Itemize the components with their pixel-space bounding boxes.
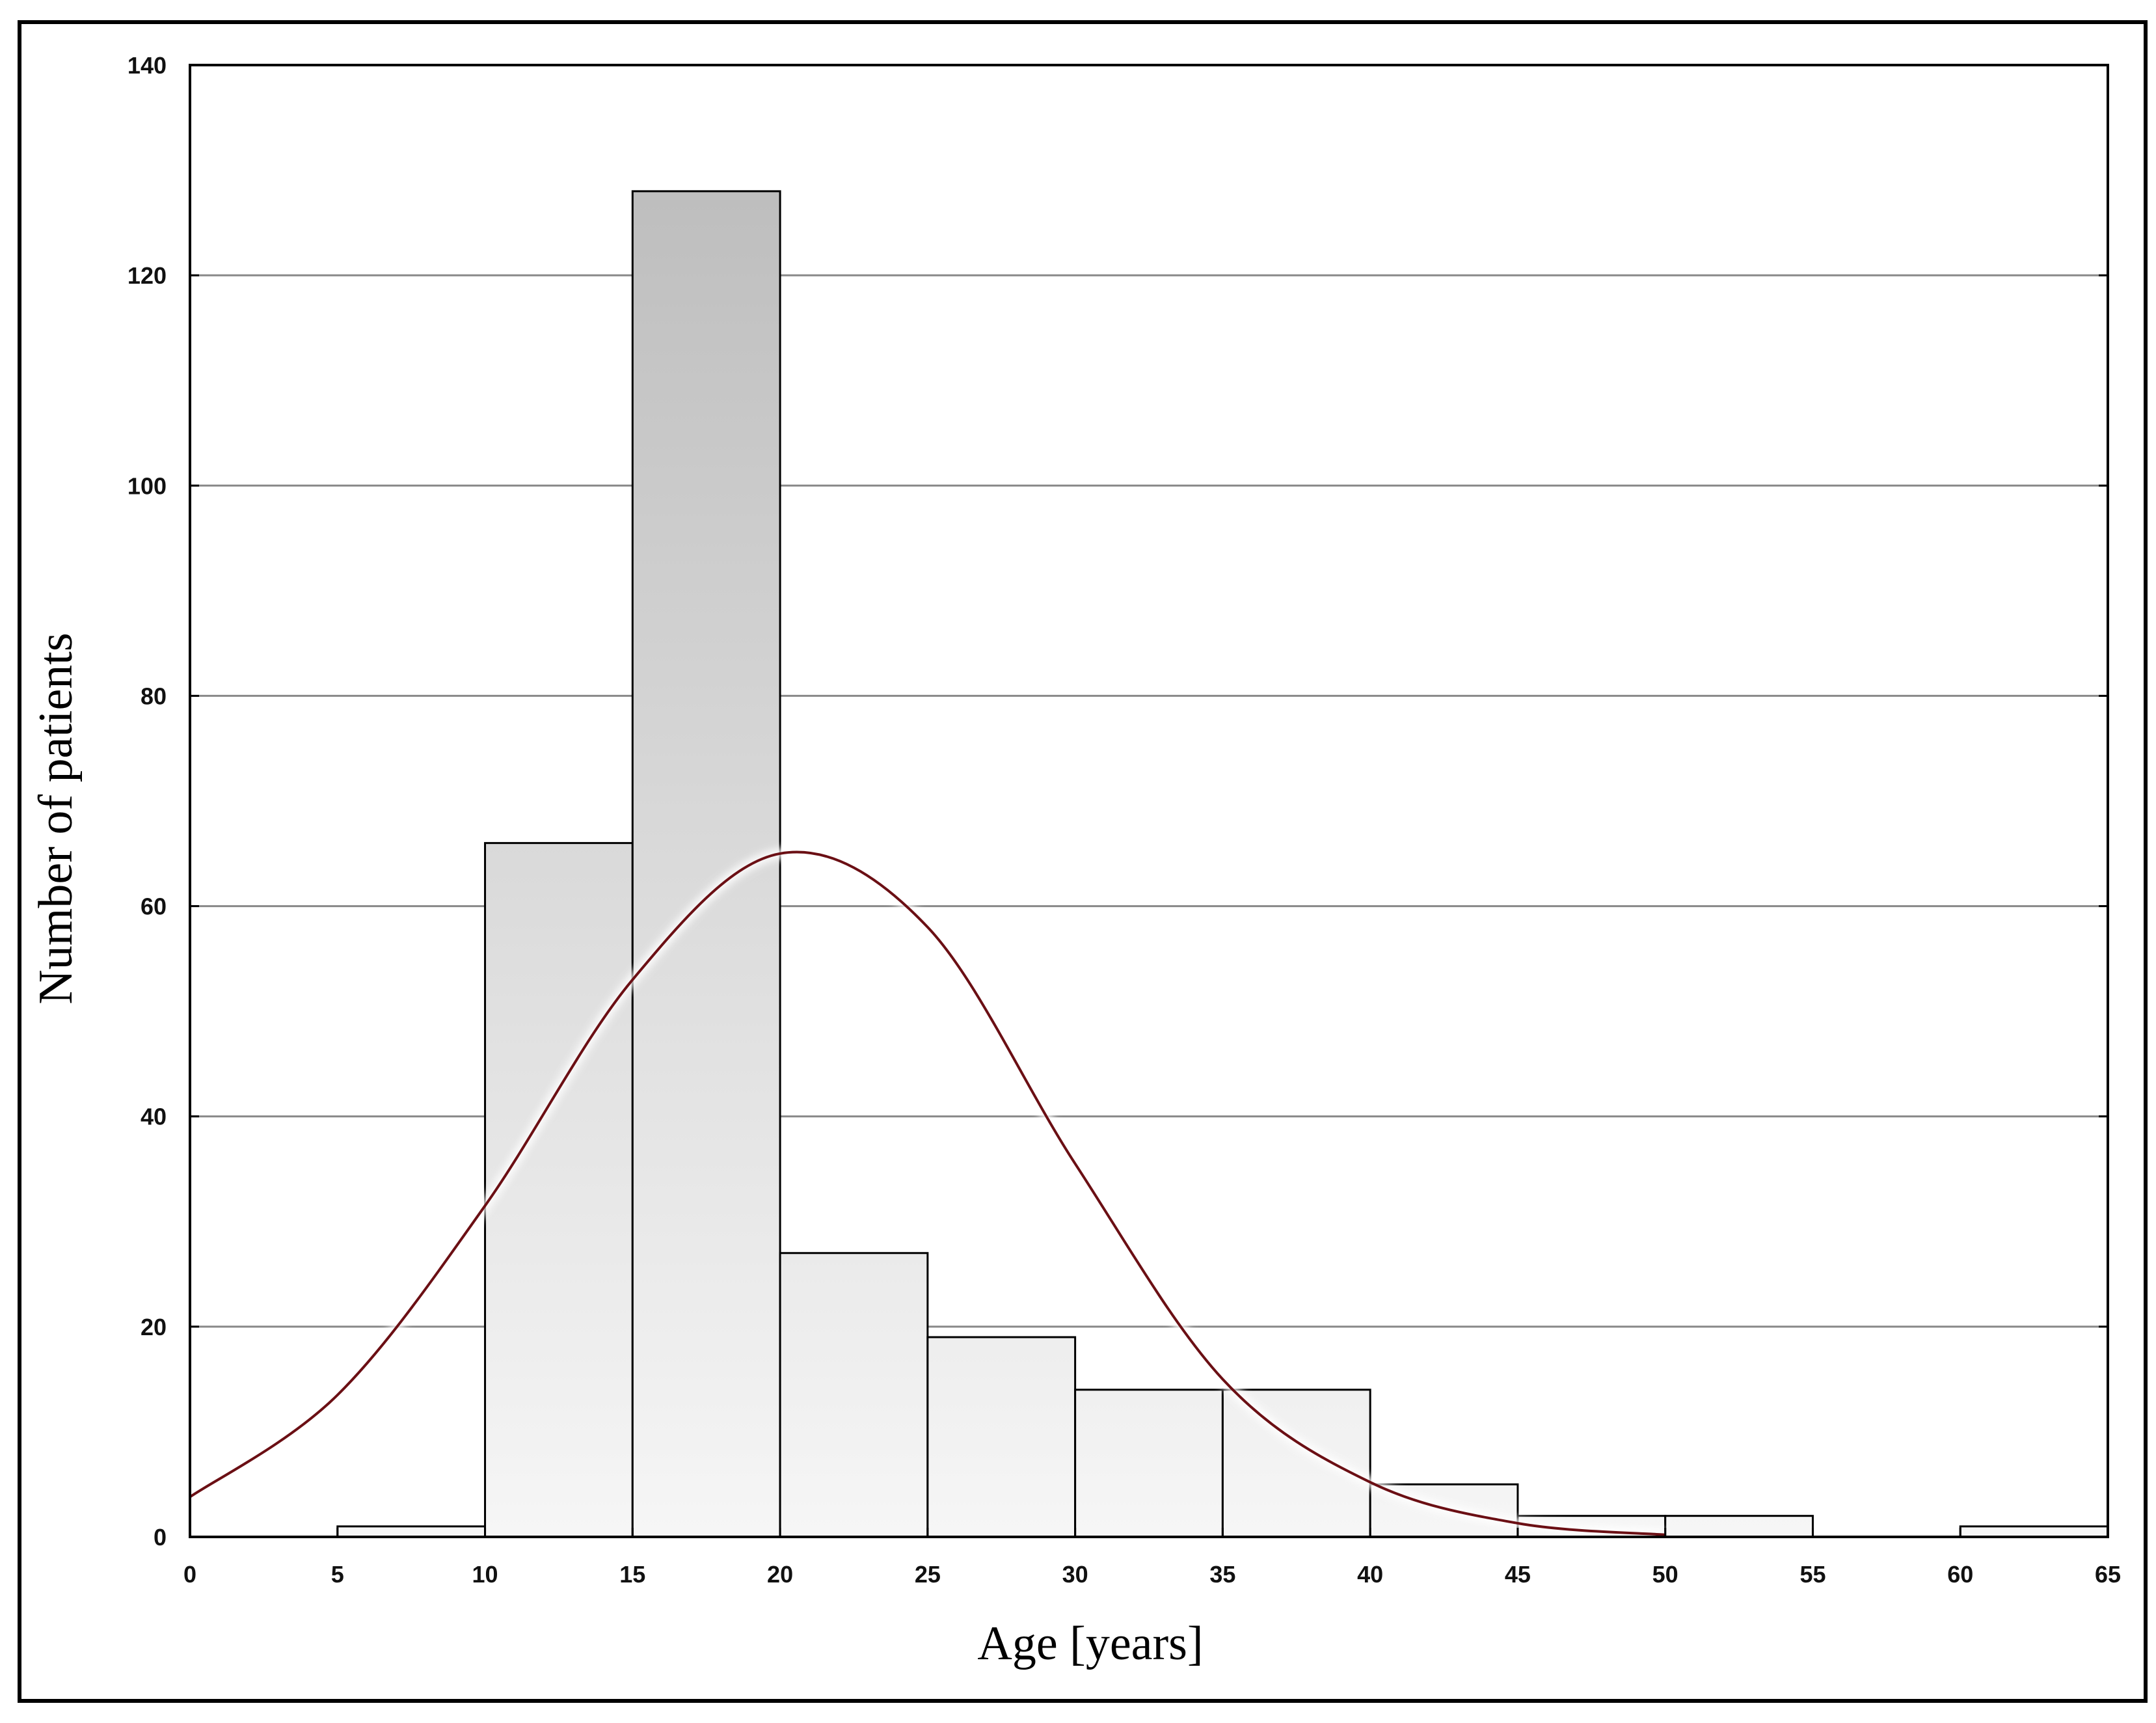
x-axis-title: Age [years] xyxy=(977,1617,1203,1670)
bar-30-35 xyxy=(1074,1389,1224,1538)
y-tick-label-140: 140 xyxy=(128,52,167,79)
bar-35-40 xyxy=(1221,1389,1371,1538)
x-tick-label-20: 20 xyxy=(767,1561,793,1588)
tick-labels: 0 5 10 15 20 25 30 35 40 45 50 55 60 65 0 20 40 60 80 100 12… xyxy=(128,52,2121,1588)
y-tick-label-80: 80 xyxy=(141,683,167,709)
x-tick-label-45: 45 xyxy=(1505,1561,1531,1588)
axis-ticks xyxy=(189,64,2109,1538)
bar-5-10 xyxy=(336,1525,487,1538)
x-tick-label-10: 10 xyxy=(472,1561,498,1588)
x-tick-label-40: 40 xyxy=(1357,1561,1383,1588)
gridlines xyxy=(190,274,2108,1328)
y-axis-title: Number of patients xyxy=(29,632,83,1004)
plot-area-frame xyxy=(189,64,2109,1538)
x-tick-label-0: 0 xyxy=(183,1561,196,1588)
x-tick-label-55: 55 xyxy=(1799,1561,1826,1588)
x-tick-label-65: 65 xyxy=(2095,1561,2121,1588)
x-tick-label-50: 50 xyxy=(1652,1561,1678,1588)
bar-20-25 xyxy=(779,1252,929,1538)
y-tick-label-40: 40 xyxy=(141,1104,167,1130)
y-tick-label-120: 120 xyxy=(128,262,167,289)
x-tick-label-5: 5 xyxy=(331,1561,344,1588)
x-tick-label-35: 35 xyxy=(1209,1561,1235,1588)
x-tick-label-60: 60 xyxy=(1947,1561,1973,1588)
y-tick-label-0: 0 xyxy=(154,1524,167,1551)
bar-25-30 xyxy=(926,1336,1077,1538)
fitted-curve-group xyxy=(187,847,1666,1540)
outer-frame xyxy=(18,20,2148,1703)
x-tick-label-15: 15 xyxy=(619,1561,645,1588)
bar-10-15 xyxy=(484,842,634,1538)
bar-50-55 xyxy=(1664,1515,1814,1538)
y-tick-label-100: 100 xyxy=(128,472,167,499)
y-tick-label-60: 60 xyxy=(141,893,167,920)
fitted-normal-curve xyxy=(189,850,1665,1536)
y-tick-label-20: 20 xyxy=(141,1314,167,1340)
x-tick-label-25: 25 xyxy=(915,1561,941,1588)
bar-60-65 xyxy=(1959,1525,2109,1538)
x-tick-label-30: 30 xyxy=(1062,1561,1088,1588)
histogram-bars xyxy=(336,190,2109,1538)
